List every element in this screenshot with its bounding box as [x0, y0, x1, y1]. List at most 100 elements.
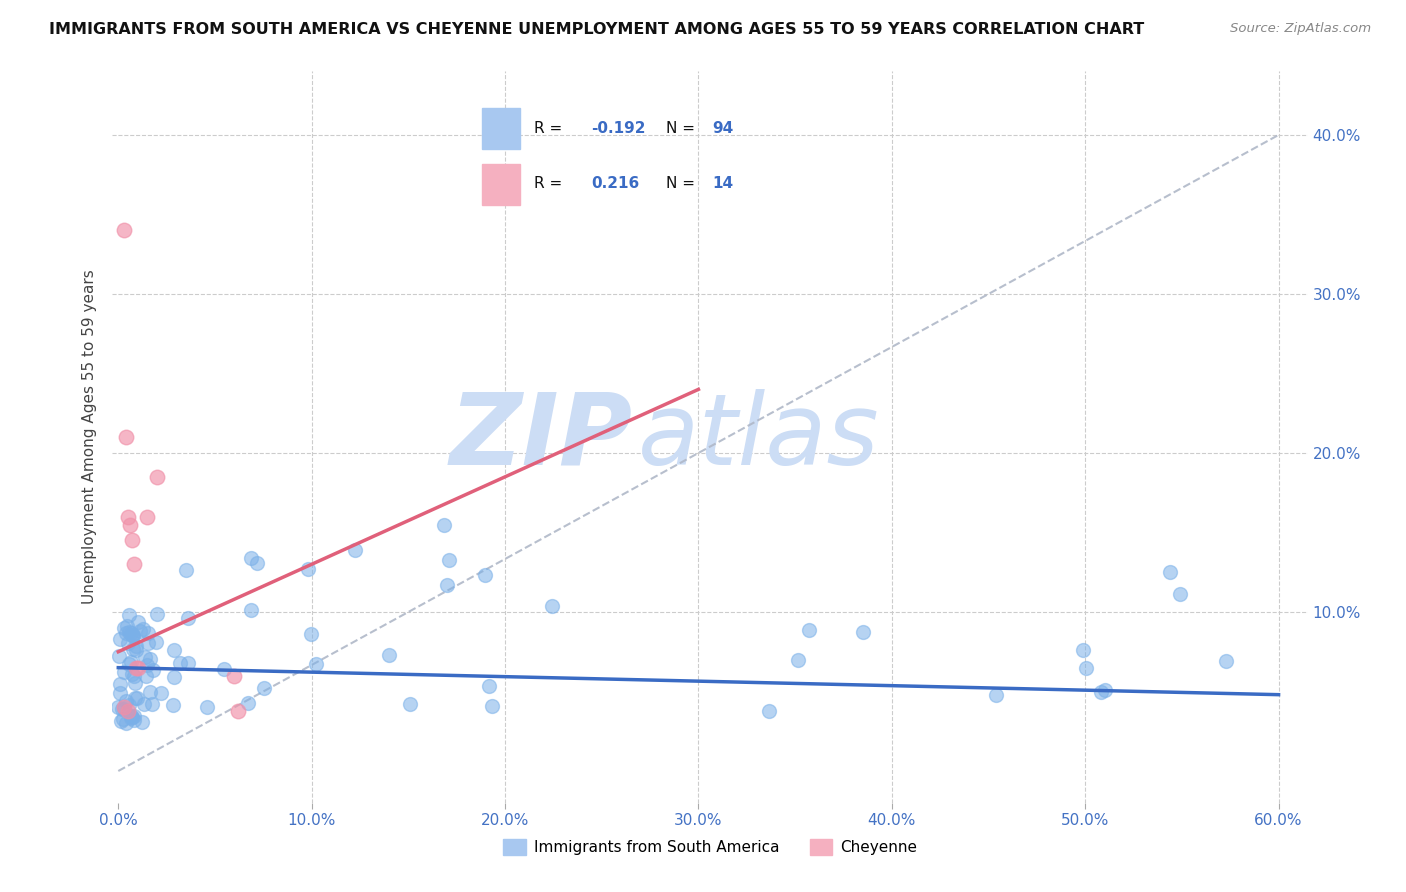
Point [787, 653, 810, 667]
Point [439, 553, 461, 567]
Point [118, 607, 141, 622]
Point [377, 648, 399, 662]
Point [117, 704, 139, 718]
Point [128, 624, 150, 638]
Point [246, 556, 269, 570]
Point [112, 223, 135, 237]
Point [114, 694, 136, 708]
Y-axis label: Unemployment Among Ages 55 to 59 years: Unemployment Among Ages 55 to 59 years [82, 269, 97, 605]
Point [124, 676, 146, 690]
Point [145, 635, 167, 649]
Point [124, 691, 146, 706]
Point [1090, 684, 1112, 698]
Point [125, 690, 148, 705]
Point [436, 578, 458, 592]
Point [132, 622, 155, 636]
Point [226, 704, 249, 718]
Point [124, 708, 146, 723]
Legend: Immigrants from South America, Cheyenne: Immigrants from South America, Cheyenne [496, 833, 924, 861]
Point [121, 710, 143, 724]
Point [112, 702, 135, 716]
Point [122, 629, 145, 643]
Point [112, 621, 135, 635]
Point [139, 652, 162, 666]
Point [111, 712, 134, 726]
Point [115, 430, 138, 444]
Point [132, 698, 155, 712]
Point [1094, 682, 1116, 697]
Point [142, 664, 165, 678]
Point [117, 509, 139, 524]
Point [112, 665, 135, 679]
Point [121, 667, 143, 681]
Point [177, 611, 200, 625]
Point [297, 561, 319, 575]
Point [163, 669, 186, 683]
Text: Source: ZipAtlas.com: Source: ZipAtlas.com [1230, 22, 1371, 36]
Point [149, 686, 172, 700]
Point [224, 668, 246, 682]
Point [131, 715, 153, 730]
Point [305, 657, 328, 672]
Point [162, 698, 184, 712]
Point [195, 700, 218, 714]
Point [212, 662, 235, 676]
Point [758, 704, 780, 718]
Point [299, 627, 322, 641]
Point [121, 627, 143, 641]
Point [240, 603, 263, 617]
Point [118, 698, 141, 712]
Point [118, 517, 141, 532]
Point [108, 676, 131, 690]
Point [478, 679, 501, 693]
Point [120, 711, 142, 725]
Point [146, 470, 169, 484]
Point [127, 615, 149, 629]
Point [124, 639, 146, 653]
Point [110, 701, 132, 715]
Point [1170, 587, 1192, 601]
Point [107, 699, 129, 714]
Point [115, 715, 138, 730]
Point [240, 550, 263, 565]
Point [481, 698, 503, 713]
Point [253, 681, 276, 696]
Point [136, 636, 159, 650]
Point [125, 660, 148, 674]
Point [115, 618, 138, 632]
Text: IMMIGRANTS FROM SOUTH AMERICA VS CHEYENNE UNEMPLOYMENT AMONG AGES 55 TO 59 YEARS: IMMIGRANTS FROM SOUTH AMERICA VS CHEYENN… [49, 22, 1144, 37]
Point [474, 568, 496, 582]
Point [146, 607, 169, 621]
Point [120, 709, 142, 723]
Point [852, 625, 875, 640]
Text: atlas: atlas [638, 389, 880, 485]
Point [136, 626, 159, 640]
Point [108, 648, 131, 663]
Point [122, 558, 145, 572]
Point [138, 685, 160, 699]
Point [108, 632, 131, 646]
Point [120, 626, 142, 640]
Point [135, 669, 157, 683]
Point [1159, 566, 1181, 580]
Point [121, 533, 143, 548]
Point [541, 599, 564, 613]
Point [118, 657, 141, 671]
Point [134, 649, 156, 664]
Point [799, 623, 821, 637]
Point [169, 656, 191, 670]
Point [118, 624, 141, 639]
Point [1071, 643, 1094, 657]
Point [141, 698, 163, 712]
Point [117, 636, 139, 650]
Point [236, 696, 259, 710]
Point [1074, 661, 1097, 675]
Point [114, 625, 136, 640]
Point [125, 643, 148, 657]
Point [127, 660, 149, 674]
Point [1215, 654, 1237, 668]
Point [121, 642, 143, 657]
Point [344, 542, 367, 557]
Point [122, 627, 145, 641]
Point [174, 563, 197, 577]
